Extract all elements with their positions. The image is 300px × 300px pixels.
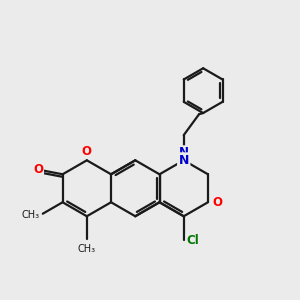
Text: N: N (178, 154, 189, 167)
Text: O: O (33, 163, 43, 176)
Text: N: N (179, 146, 189, 159)
Text: CH₃: CH₃ (21, 210, 39, 220)
Text: O: O (82, 145, 92, 158)
Text: O: O (212, 196, 222, 209)
Text: CH₃: CH₃ (78, 244, 96, 254)
Text: Cl: Cl (186, 233, 199, 247)
